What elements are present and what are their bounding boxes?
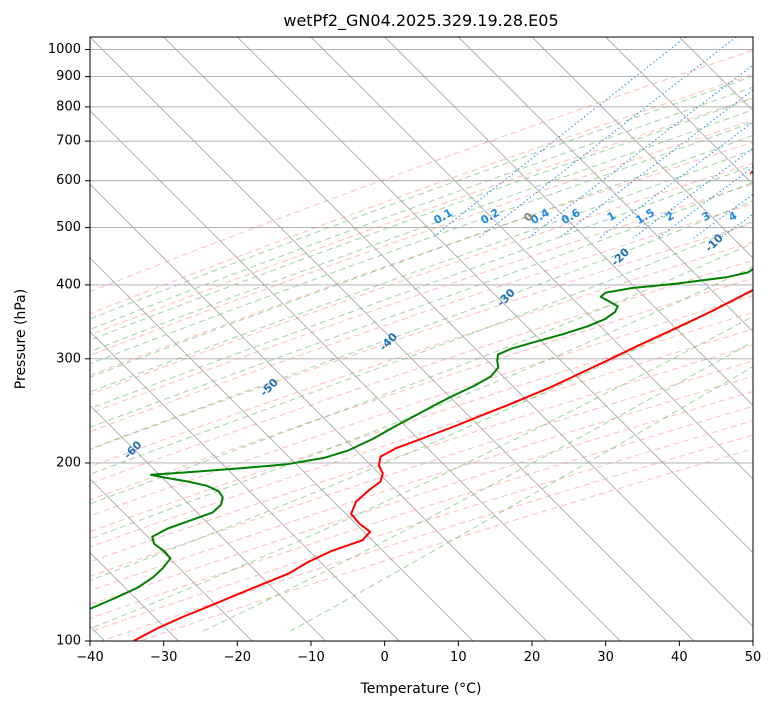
y-tick-label: 300 (56, 351, 81, 366)
y-tick-label: 200 (56, 455, 81, 470)
x-tick-label: 0 (381, 650, 389, 665)
y-tick-label: 600 (56, 173, 81, 188)
x-tick-label: 30 (597, 650, 614, 665)
y-tick-label: 800 (56, 99, 81, 114)
y-tick-label: 500 (56, 220, 81, 235)
y-axis-label: Pressure (hPa) (13, 289, 29, 389)
x-tick-label: −30 (150, 650, 177, 665)
isotherm-label: -70 (0, 491, 18, 514)
x-axis-label: Temperature (°C) (360, 681, 482, 697)
chart-title: wetPf2_GN04.2025.329.19.28.E05 (283, 11, 558, 31)
x-tick-label: −20 (224, 650, 251, 665)
x-tick-label: −40 (76, 650, 103, 665)
y-tick-label: 100 (56, 634, 81, 649)
y-tick-label: 400 (56, 277, 81, 292)
isotherm-line (753, 37, 775, 641)
y-tick-label: 700 (56, 134, 81, 149)
x-tick-label: 50 (745, 650, 762, 665)
mixing-ratio-label: 6 (765, 209, 775, 224)
x-tick-label: 40 (671, 650, 688, 665)
x-tick-label: 10 (450, 650, 467, 665)
mixing-ratio-line (759, 35, 775, 239)
y-tick-label: 1000 (48, 42, 81, 57)
x-tick-label: −10 (297, 650, 324, 665)
x-tick-label: 20 (524, 650, 541, 665)
y-tick-label: 900 (56, 69, 81, 84)
